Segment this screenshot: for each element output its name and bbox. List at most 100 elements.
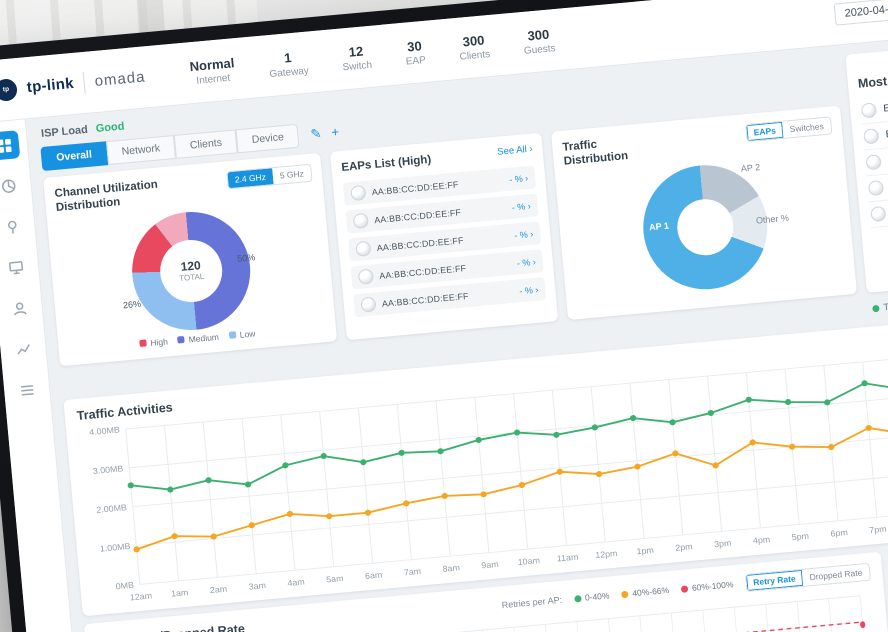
stat-internet-value: Normal xyxy=(188,54,235,74)
tab-tools: ✎ + xyxy=(310,124,340,143)
sidebar-item-insight[interactable] xyxy=(8,334,38,364)
channel-donut-chart[interactable]: 120 TOTAL 50% 26% xyxy=(123,206,256,335)
channel-label-26: 26% xyxy=(122,298,142,311)
traffic-distribution-title: Traffic Distribution xyxy=(562,138,629,169)
label-other: Other % xyxy=(755,212,790,226)
tab-clients[interactable]: Clients xyxy=(173,129,238,159)
retry-rate-button[interactable]: Retry Rate xyxy=(745,570,804,592)
insight-icon xyxy=(16,344,30,355)
legend-0-40: 0-40% xyxy=(573,591,610,604)
ap-device-icon xyxy=(865,153,882,170)
stat-eap[interactable]: 30 EAP xyxy=(404,37,426,67)
stat-clients[interactable]: 300 Clients xyxy=(458,32,490,62)
eap-name: EAP225-Office xyxy=(882,97,888,115)
header-actions: 2020-04-30~2020-6-30 ⚙ xyxy=(833,0,888,30)
band-toggle: 2.4 GHz 5 GHz xyxy=(226,163,313,190)
traffic-dist-toggle: EAPs Switches xyxy=(744,116,833,143)
sidebar-item-clients[interactable] xyxy=(4,294,34,324)
ap-device-icon xyxy=(867,179,885,196)
isp-load-value[interactable]: Good xyxy=(95,120,125,136)
red-dot-icon xyxy=(680,585,689,593)
most-active-title: Most Active EAPs xyxy=(857,67,888,91)
ap-device-icon xyxy=(863,127,880,145)
svg-text:11am: 11am xyxy=(556,552,578,564)
svg-text:4.00MB: 4.00MB xyxy=(89,425,121,437)
stat-eap-label: EAP xyxy=(405,54,427,68)
edit-dashboard-icon[interactable]: ✎ xyxy=(309,125,323,142)
svg-text:2pm: 2pm xyxy=(675,542,693,553)
svg-text:4am: 4am xyxy=(287,577,305,588)
stat-gateway-value: 1 xyxy=(283,49,293,66)
band-24ghz-button[interactable]: 2.4 GHz xyxy=(227,168,274,189)
ap-device-icon xyxy=(360,296,377,314)
ap-device-icon xyxy=(870,205,887,222)
svg-text:3pm: 3pm xyxy=(714,538,732,549)
channel-card-title: Channel Utilization Distribution xyxy=(54,178,159,215)
legend-low: Low xyxy=(228,328,256,340)
label-ap2: AP 2 xyxy=(740,161,761,174)
most-active-rows: EAP225-Office 32.07 GB › EAP225-Lab 12.5… xyxy=(859,80,888,228)
retry-rate-chart[interactable]: 100%80%60%40%20%0 xyxy=(99,587,885,632)
logo-primary-text: tp-link xyxy=(26,74,75,97)
eap-utilization: - % › xyxy=(518,284,539,297)
date-range-picker[interactable]: 2020-04-30~2020-6-30 xyxy=(833,0,888,26)
svg-text:9am: 9am xyxy=(481,559,499,570)
dashboard-main: ISP Load Good Overall Network Clients De… xyxy=(26,25,888,632)
eaps-list-rows: AA:BB:CC:DD:EE:FF - % › AA:BB:CC:DD:EE:F… xyxy=(342,165,547,318)
dist-switches-button[interactable]: Switches xyxy=(782,117,832,138)
dist-eaps-button[interactable]: EAPs xyxy=(746,121,784,142)
channel-total-label: TOTAL xyxy=(178,272,205,284)
eaps-list-card: EAPs List (High) See All › AA:BB:CC:DD:E… xyxy=(329,132,559,340)
devices-icon xyxy=(8,261,23,275)
traffic-donut-chart[interactable]: AP 1 AP 2 Other % xyxy=(637,159,789,295)
high-swatch xyxy=(139,339,147,348)
stat-switch[interactable]: 12 Switch xyxy=(341,42,372,73)
sidebar-item-statistics[interactable] xyxy=(0,171,23,201)
svg-text:5am: 5am xyxy=(326,574,344,585)
eap-mac: AA:BB:CC:DD:EE:FF xyxy=(381,290,470,309)
dashboard-icon xyxy=(0,138,12,153)
stat-internet[interactable]: Normal Internet xyxy=(189,55,236,87)
eaps-list-title: EAPs List (High) xyxy=(340,153,432,174)
channel-utilization-card: Channel Utilization Distribution 2.4 GHz… xyxy=(43,152,338,367)
svg-text:6pm: 6pm xyxy=(830,528,848,539)
dropped-rate-button[interactable]: Dropped Rate xyxy=(801,564,870,587)
logo-secondary-text: omada xyxy=(93,68,147,90)
svg-text:6am: 6am xyxy=(365,570,383,581)
medium-swatch xyxy=(177,336,186,344)
tab-overall[interactable]: Overall xyxy=(40,141,108,172)
svg-text:0MB: 0MB xyxy=(115,580,134,591)
eap-utilization: - % › xyxy=(508,172,529,185)
eaps-list-see-all-link[interactable]: See All › xyxy=(496,143,534,158)
svg-text:1.00MB: 1.00MB xyxy=(99,541,131,553)
ap-device-icon xyxy=(355,241,372,258)
eap-utilization: - % › xyxy=(516,256,537,269)
eap-utilization: - % › xyxy=(511,200,532,213)
legend-medium: Medium xyxy=(177,332,219,346)
clients-icon xyxy=(13,302,27,316)
add-tab-icon[interactable]: + xyxy=(330,124,340,140)
svg-text:12am: 12am xyxy=(129,591,152,603)
sidebar-item-dashboard[interactable] xyxy=(0,130,20,161)
stat-gateway[interactable]: 1 Gateway xyxy=(267,48,309,80)
retry-rate-card: Retry Rate/Dropped Rate Retries per AP: … xyxy=(83,552,888,632)
svg-text:3am: 3am xyxy=(248,581,266,592)
traffic-activities-card: Traffic Activities 4.00MB 3.00MB 2.00MB 1.0… xyxy=(63,307,888,617)
stat-switch-value: 12 xyxy=(348,43,364,60)
svg-text:4pm: 4pm xyxy=(753,535,771,546)
band-5ghz-button[interactable]: 5 GHz xyxy=(272,164,312,185)
tab-network[interactable]: Network xyxy=(105,135,177,166)
legend-tx-data: Tx Data xyxy=(872,300,888,315)
sidebar-item-map[interactable] xyxy=(0,212,27,242)
svg-text:2am: 2am xyxy=(209,584,227,595)
sidebar-item-devices[interactable] xyxy=(0,253,30,283)
sidebar-item-log[interactable] xyxy=(12,375,42,405)
tab-device[interactable]: Device xyxy=(235,123,300,154)
svg-text:7am: 7am xyxy=(403,566,421,577)
ap-device-icon xyxy=(860,101,878,119)
svg-text:1am: 1am xyxy=(171,588,189,599)
stat-guests[interactable]: 300 Guests xyxy=(522,26,556,56)
map-pin-icon xyxy=(7,220,17,234)
